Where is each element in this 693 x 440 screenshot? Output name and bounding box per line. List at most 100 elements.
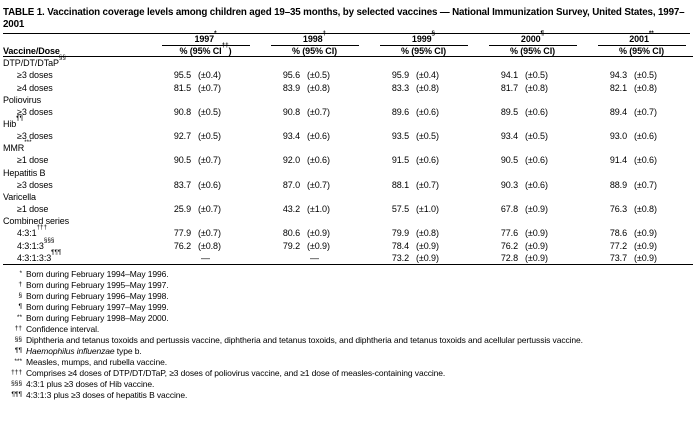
- pct-value: 87.0: [282, 179, 300, 190]
- ci-value: (±0.7): [634, 106, 657, 117]
- ci-value: (±0.5): [198, 106, 221, 117]
- ci-value: (±0.6): [307, 131, 330, 142]
- value-cell: 57.5 (±1.0): [369, 203, 478, 215]
- ci-value: (±0.8): [525, 82, 548, 93]
- value-cell: 67.8 (±0.9): [478, 203, 587, 215]
- ci-value: (±0.5): [525, 131, 548, 142]
- ci-value: (±0.5): [634, 70, 657, 81]
- footnote: ¶¶¶ 4:3:1:3 plus ≥3 doses of hepatitis B …: [3, 390, 690, 401]
- ci-value: (±0.5): [198, 131, 221, 142]
- footnote: §§ Diphtheria and tetanus toxoids and per…: [3, 335, 690, 346]
- row-label: ≥4 doses: [17, 82, 53, 93]
- ci-subheader-row: % (95% CI††) % (95% CI) % (95% CI) % (95…: [3, 43, 693, 58]
- footnote-text: 4:3:1:3 plus ≥3 doses of hepatitis B vac…: [26, 389, 188, 400]
- ci-value: (±1.0): [307, 204, 330, 215]
- pct-value: 73.7: [609, 252, 627, 263]
- data-row-431: 4:3:1††† 77.9 (±0.7) 80.6 (±0.9) 79.9 (±0.8…: [3, 224, 693, 239]
- ci-subheader-1998: % (95% CI): [260, 46, 369, 58]
- table-title: TABLE 1. Vaccination coverage levels amo…: [3, 7, 685, 30]
- pct-value: 92.0: [282, 155, 300, 166]
- footnote: †† Confidence interval.: [3, 324, 690, 335]
- value-cell: 77.2 (±0.9): [587, 240, 693, 252]
- table-body: DTP/DT/DTaP§§ ≥3 doses 95.5 (±0.4) 95.6 (±…: [3, 54, 693, 265]
- footnote: * Born during February 1994–May 1996.: [3, 269, 690, 280]
- value-cell: —: [151, 251, 260, 265]
- value-cell: 90.8 (±0.7): [260, 106, 369, 118]
- footnote-text: Confidence interval.: [26, 323, 100, 334]
- year-footnote-marker: ¶: [540, 30, 545, 38]
- pct-value: 82.1: [609, 82, 627, 93]
- ci-value: (±0.8): [307, 82, 330, 93]
- value-cell: 43.2 (±1.0): [260, 203, 369, 215]
- footnote-marker: ¶¶¶: [51, 248, 62, 256]
- pct-value: 95.6: [282, 70, 300, 81]
- footnote-text: Comprises ≥4 doses of DTP/DT/DTaP, ≥3 do…: [26, 367, 446, 378]
- ci-value: (±0.6): [634, 155, 657, 166]
- ci-subheader-2001: % (95% CI): [587, 46, 693, 58]
- row-label: ≥3 doses: [17, 70, 53, 81]
- pct-value: 88.9: [609, 179, 627, 190]
- table-header: Vaccine/Dose 1997* 1998† 1999§ 2000¶ 200…: [3, 31, 693, 58]
- ci-value: (±0.7): [198, 82, 221, 93]
- footnote-marker: ¶: [18, 302, 22, 310]
- ci-value: (±0.8): [416, 82, 439, 93]
- ci-value: (±0.9): [416, 240, 439, 251]
- ci-value: (±0.7): [307, 179, 330, 190]
- footnote-marker: †: [18, 280, 22, 288]
- value-cell: 92.0 (±0.6): [260, 154, 369, 166]
- pct-value: 77.6: [500, 228, 518, 239]
- pct-value: 76.3: [609, 204, 627, 215]
- value-cell: 88.1 (±0.7): [369, 179, 478, 191]
- section-row-combined-series: Combined series: [3, 215, 693, 227]
- pct-value: 94.3: [609, 70, 627, 81]
- row-label: ≥1 dose: [17, 155, 49, 166]
- year-header-1998: 1998†: [260, 31, 369, 47]
- pct-value: 90.5: [500, 155, 518, 166]
- section-label: Hepatitis B: [3, 167, 46, 178]
- pct-value: 25.9: [173, 204, 191, 215]
- year-header-2000: 2000¶: [478, 31, 587, 47]
- row-label: ≥3 doses: [17, 106, 53, 117]
- footnote: *** Measles, mumps, and rubella vaccine.: [3, 357, 690, 368]
- ci-value: (±0.7): [307, 106, 330, 117]
- footnote-marker: **: [16, 313, 22, 321]
- footnote-marker: §§§: [10, 379, 22, 387]
- section-row-mmr: MMR***: [3, 139, 693, 154]
- year-label: 2001: [629, 34, 649, 45]
- footnote-text: Born during February 1997–May 1999.: [26, 301, 169, 312]
- pct-value: 95.5: [173, 70, 191, 81]
- value-cell: 91.4 (±0.6): [587, 154, 693, 166]
- value-cell: 89.4 (±0.7): [587, 106, 693, 118]
- ci-value: (±0.9): [525, 204, 548, 215]
- ci-subheader-2000: % (95% CI): [478, 46, 587, 58]
- section-label: MMR***: [3, 139, 32, 154]
- no-data-dash: —: [310, 252, 319, 263]
- value-cell: 73.2 (±0.9): [369, 251, 478, 265]
- value-cell: 80.6 (±0.9): [260, 227, 369, 239]
- pct-value: 89.6: [391, 106, 409, 117]
- ci-subheader-1999: % (95% CI): [369, 46, 478, 58]
- pct-value: 76.2: [173, 240, 191, 251]
- year-label: 1997: [194, 34, 215, 45]
- value-cell: 78.4 (±0.9): [369, 240, 478, 252]
- value-cell: 81.7 (±0.8): [478, 82, 587, 94]
- value-cell: 91.5 (±0.6): [369, 154, 478, 166]
- value-cell: 93.0 (±0.6): [587, 130, 693, 142]
- ci-value: (±0.6): [416, 155, 439, 166]
- section-label: Combined series: [3, 216, 70, 227]
- value-cell: 87.0 (±0.7): [260, 179, 369, 191]
- section-row-dtp: DTP/DT/DTaP§§: [3, 54, 693, 70]
- footnote-marker: §§: [58, 54, 66, 62]
- value-cell: 76.3 (±0.8): [587, 203, 693, 215]
- value-cell: 95.9 (±0.4): [369, 69, 478, 81]
- pct-value: 93.4: [282, 131, 300, 142]
- ci-value: (±0.6): [525, 106, 548, 117]
- ci-value: (±0.4): [416, 70, 439, 81]
- value-cell: 89.5 (±0.6): [478, 106, 587, 118]
- row-label: 4:3:1†††: [17, 224, 48, 239]
- footnote-marker: ¶¶: [14, 346, 22, 354]
- ci-value: (±0.4): [198, 70, 221, 81]
- value-cell: 79.9 (±0.8): [369, 227, 478, 239]
- ci-value: (±0.8): [634, 82, 657, 93]
- pct-value: 90.8: [282, 106, 300, 117]
